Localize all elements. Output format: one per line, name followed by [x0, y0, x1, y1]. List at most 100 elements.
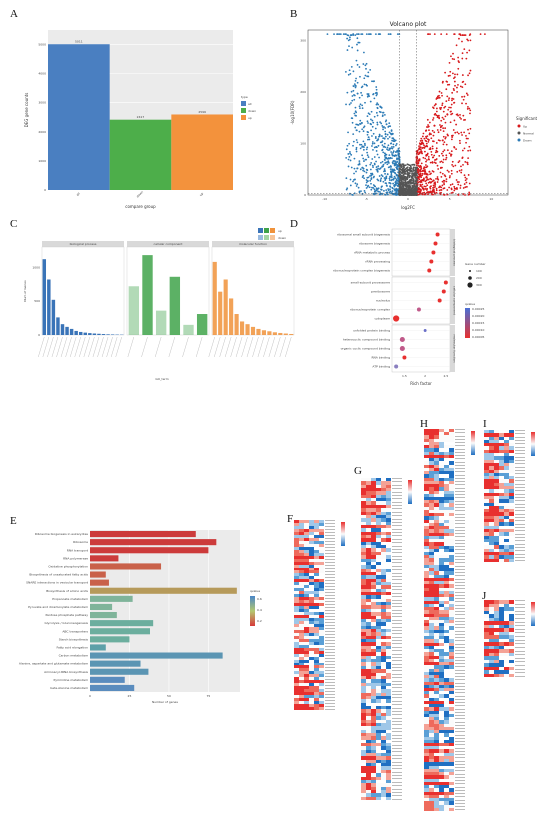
- x-tick-label: [74, 336, 81, 358]
- heatmap-cell: [424, 597, 429, 601]
- heatmap-cell: [444, 713, 449, 718]
- scatter-point: [403, 169, 406, 171]
- heatmap-cell: [319, 534, 324, 538]
- heatmap-cell: [494, 656, 499, 660]
- scatter-point: [358, 66, 361, 68]
- heatmap-cell: [484, 532, 489, 536]
- heatmap-cell: [299, 612, 304, 615]
- heatmap-cell: [439, 594, 444, 598]
- scatter-point: [440, 125, 442, 128]
- row-label-tick: [392, 754, 402, 756]
- scatter-point: [409, 193, 412, 196]
- scatter-point: [409, 189, 411, 191]
- scatter-point: [403, 183, 406, 186]
- heatmap-cell: [444, 555, 449, 559]
- scatter-point: [425, 129, 427, 132]
- heatmap-cell: [366, 618, 371, 623]
- heatmap-cell: [429, 461, 434, 465]
- heatmap-cell: [361, 659, 366, 663]
- go-bar: [272, 332, 277, 335]
- heatmap-cell: [449, 484, 454, 488]
- y-tick-label: 100: [300, 141, 306, 145]
- row-label-tick: [515, 500, 525, 502]
- scatter-point: [356, 183, 359, 186]
- heatmap-cell: [504, 522, 509, 526]
- heatmap-cell: [381, 498, 386, 502]
- heatmap-cell: [361, 685, 366, 690]
- heatmap-cell: [294, 615, 299, 618]
- heatmap-cell: [434, 571, 439, 575]
- heatmap-cell: [386, 692, 391, 697]
- heatmap-cell: [504, 449, 509, 454]
- heatmap-cell: [509, 652, 514, 656]
- pathway-label: ABC transporters: [62, 629, 88, 633]
- heatmap-cell: [434, 662, 439, 666]
- heatmap-cell: [489, 443, 494, 447]
- row-label-tick: [455, 757, 465, 759]
- heatmap-cell: [499, 614, 504, 618]
- heatmap-cell: [494, 489, 499, 493]
- heatmap-cell: [504, 433, 509, 437]
- heatmap-cell: [434, 577, 439, 582]
- y-tick-label: 500: [34, 299, 40, 303]
- heatmap-cell: [386, 699, 391, 703]
- heatmap-cell: [499, 519, 504, 523]
- color-legend-title: qvalue: [465, 302, 475, 306]
- heatmap-cell: [489, 555, 494, 559]
- heatmap-cell: [319, 680, 324, 684]
- heatmap-cell: [499, 673, 504, 677]
- heatmap-cell: [424, 555, 429, 559]
- kegg-bar: [90, 644, 106, 651]
- heatmap-cell: [319, 674, 324, 678]
- x-tick-label: [230, 336, 237, 358]
- scatter-point: [345, 33, 347, 36]
- heatmap-cell: [499, 509, 504, 513]
- scatter-point: [349, 159, 352, 162]
- scatter-point: [376, 139, 378, 142]
- heatmap-cell: [366, 488, 371, 492]
- heatmap-cell: [386, 504, 391, 509]
- scatter-point: [360, 86, 363, 89]
- heatmap-cell: [366, 561, 371, 566]
- scatter-point: [452, 77, 455, 80]
- scatter-point: [438, 90, 441, 93]
- heatmap-cell: [429, 710, 434, 714]
- heatmap-cell: [434, 487, 439, 491]
- heatmap-cell: [434, 798, 439, 802]
- scatter-point: [375, 166, 378, 168]
- scatter-point: [468, 132, 471, 135]
- heatmap-cell: [386, 521, 391, 525]
- scatter-point: [354, 79, 357, 82]
- scatter-point: [391, 137, 394, 140]
- heatmap-cell: [371, 766, 376, 770]
- scatter-point: [441, 166, 443, 169]
- heatmap-cell: [494, 635, 499, 639]
- scatter-point: [376, 169, 379, 171]
- heatmap-cell: [381, 632, 386, 636]
- heatmap-cell: [361, 504, 366, 509]
- heatmap-cell: [314, 525, 319, 529]
- row-label-tick: [325, 691, 335, 692]
- heatmap-cell: [366, 706, 371, 710]
- heatmap-cell: [494, 446, 499, 450]
- row-label-tick: [325, 565, 335, 566]
- heatmap-cell: [424, 726, 429, 731]
- scatter-point: [382, 111, 385, 114]
- scatter-point: [392, 143, 395, 146]
- heatmap-cell: [371, 528, 376, 532]
- heatmap-cell: [429, 529, 434, 533]
- heatmap-cell: [484, 499, 489, 503]
- heatmap-cell: [381, 773, 386, 777]
- heatmap-grid: [294, 520, 324, 710]
- heatmap-cell: [386, 682, 391, 686]
- scatter-point: [355, 123, 358, 126]
- scatter-point: [389, 188, 391, 191]
- heatmap-cell: [309, 686, 314, 690]
- heatmap-cell: [314, 543, 319, 547]
- scatter-point: [461, 95, 463, 98]
- heatmap-cell: [424, 704, 429, 708]
- scatter-point: [446, 80, 449, 83]
- scatter-point: [388, 166, 391, 168]
- heatmap-cell: [484, 466, 489, 470]
- heatmap-cell: [361, 548, 366, 552]
